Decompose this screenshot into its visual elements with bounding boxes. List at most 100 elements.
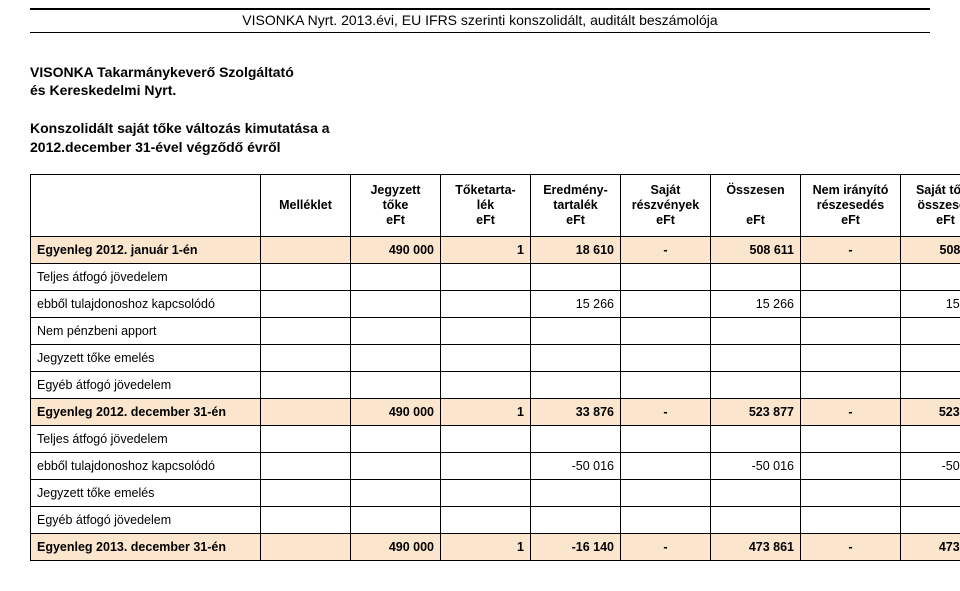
cell (901, 425, 960, 452)
cell (901, 506, 960, 533)
col-header-0 (31, 174, 261, 236)
col-header-4: Eredmény-tartalékeFt (531, 174, 621, 236)
subtitle-line1: Konszolidált saját tőke változás kimutat… (30, 120, 330, 136)
cell (711, 425, 801, 452)
cell (441, 425, 531, 452)
cell: 490 000 (351, 398, 441, 425)
row-label: Egyenleg 2013. december 31-én (31, 533, 261, 560)
cell (351, 263, 441, 290)
cell: 490 000 (351, 236, 441, 263)
cell (441, 452, 531, 479)
cell (261, 533, 351, 560)
row-label: Egyéb átfogó jövedelem (31, 506, 261, 533)
cell: -50 016 (901, 452, 960, 479)
cell (531, 371, 621, 398)
cell (801, 371, 901, 398)
col-header-8: Saját tőke összeseneFt (901, 174, 960, 236)
row-label: Egyenleg 2012. december 31-én (31, 398, 261, 425)
col-header-7: Nem irányító részesedéseFt (801, 174, 901, 236)
row-label: Jegyzett tőke emelés (31, 479, 261, 506)
equity-change-table: MellékletJegyzett tőkeeFtTőketarta-lékeF… (30, 174, 960, 561)
cell (351, 344, 441, 371)
cell (801, 317, 901, 344)
row-label: ebből tulajdonoshoz kapcsolódó (31, 290, 261, 317)
cell (621, 263, 711, 290)
cell: 508 611 (711, 236, 801, 263)
cell (531, 317, 621, 344)
cell (901, 263, 960, 290)
table-head: MellékletJegyzett tőkeeFtTőketarta-lékeF… (31, 174, 960, 236)
table-row: Egyenleg 2012. január 1-én490 000118 610… (31, 236, 960, 263)
cell: 1 (441, 236, 531, 263)
cell: -50 016 (711, 452, 801, 479)
cell (351, 425, 441, 452)
cell: 523 877 (901, 398, 960, 425)
cell (351, 290, 441, 317)
cell (261, 506, 351, 533)
cell (351, 479, 441, 506)
cell (801, 344, 901, 371)
table-row: Jegyzett tőke emelés (31, 479, 960, 506)
cell (901, 371, 960, 398)
cell (441, 371, 531, 398)
subtitle-line2: 2012.december 31-ével végződő évről (30, 139, 281, 155)
cell (801, 263, 901, 290)
cell (801, 506, 901, 533)
row-label: Teljes átfogó jövedelem (31, 263, 261, 290)
cell (261, 317, 351, 344)
cell (801, 425, 901, 452)
col-header-1: Melléklet (261, 174, 351, 236)
table-row: Egyenleg 2013. december 31-én490 0001-16… (31, 533, 960, 560)
row-label: ebből tulajdonoshoz kapcsolódó (31, 452, 261, 479)
cell: - (621, 236, 711, 263)
table-row: Egyéb átfogó jövedelem (31, 371, 960, 398)
cell (531, 479, 621, 506)
cell (901, 317, 960, 344)
table-row: Jegyzett tőke emelés (31, 344, 960, 371)
cell (711, 344, 801, 371)
cell (261, 479, 351, 506)
cell (351, 317, 441, 344)
cell (261, 452, 351, 479)
table-row: Egyenleg 2012. december 31-én490 000133 … (31, 398, 960, 425)
page-header-title: VISONKA Nyrt. 2013.évi, EU IFRS szerinti… (30, 10, 930, 32)
cell: 508 611 (901, 236, 960, 263)
row-label: Jegyzett tőke emelés (31, 344, 261, 371)
table-header-row: MellékletJegyzett tőkeeFtTőketarta-lékeF… (31, 174, 960, 236)
cell (441, 317, 531, 344)
col-header-2: Jegyzett tőkeeFt (351, 174, 441, 236)
cell (351, 452, 441, 479)
cell (621, 317, 711, 344)
cell (351, 506, 441, 533)
cell (261, 371, 351, 398)
cell: - (621, 398, 711, 425)
cell (711, 317, 801, 344)
cell (441, 344, 531, 371)
row-label: Teljes átfogó jövedelem (31, 425, 261, 452)
cell (441, 479, 531, 506)
cell (351, 371, 441, 398)
cell: - (801, 398, 901, 425)
table-row: Teljes átfogó jövedelem (31, 425, 960, 452)
table-body: Egyenleg 2012. január 1-én490 000118 610… (31, 236, 960, 560)
company-line1: VISONKA Takarmánykeverő Szolgáltató (30, 64, 294, 80)
cell (711, 479, 801, 506)
cell (621, 371, 711, 398)
row-label: Egyéb átfogó jövedelem (31, 371, 261, 398)
cell (441, 290, 531, 317)
table-row: Nem pénzbeni apport (31, 317, 960, 344)
cell (531, 506, 621, 533)
cell (711, 371, 801, 398)
cell: 33 876 (531, 398, 621, 425)
cell (531, 425, 621, 452)
row-label: Nem pénzbeni apport (31, 317, 261, 344)
cell: 15 266 (901, 290, 960, 317)
cell: 15 266 (531, 290, 621, 317)
cell (801, 452, 901, 479)
table-row: ebből tulajdonoshoz kapcsolódó 15 266 15 2… (31, 290, 960, 317)
cell (261, 425, 351, 452)
cell (261, 290, 351, 317)
cell: 523 877 (711, 398, 801, 425)
report-subtitle: Konszolidált saját tőke változás kimutat… (30, 119, 930, 155)
company-name: VISONKA Takarmánykeverő Szolgáltató és K… (30, 63, 930, 99)
